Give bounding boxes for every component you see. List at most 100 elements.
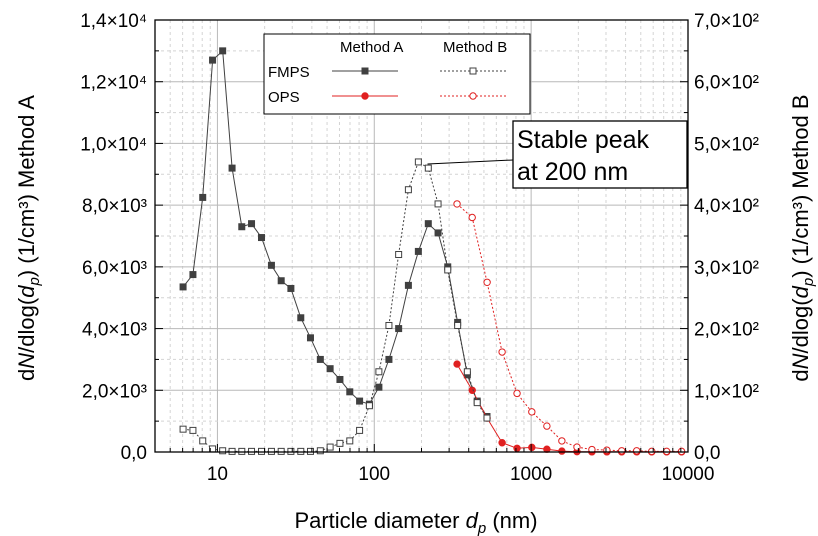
data-point-fmps-method-b (414, 158, 422, 166)
data-point-fmps-method-a (209, 56, 217, 64)
data-point-fmps-method-a (199, 193, 207, 201)
data-point-fmps-method-a (306, 334, 314, 342)
data-point-ops-method-b (453, 200, 461, 208)
legend-samples (332, 67, 506, 100)
data-point-fmps-method-b (473, 399, 481, 407)
data-point-fmps-method-b (454, 321, 462, 329)
legend-header-method-b: Method B (443, 39, 507, 56)
data-point-fmps-method-a (267, 261, 275, 269)
data-point-fmps-method-b (356, 426, 364, 434)
data-point-fmps-method-b (444, 266, 452, 274)
data-point-fmps-method-b (336, 439, 344, 447)
data-point-fmps-method-a (356, 397, 364, 405)
series-line-ops-method-a (456, 363, 682, 453)
data-point-ops-method-b (513, 389, 521, 398)
y-left-tick-label: 1,0×10⁴ (80, 134, 147, 155)
data-point-ops-method-b (573, 443, 581, 451)
data-point-fmps-method-a (336, 375, 344, 383)
series-line-fmps-method-b (183, 161, 488, 452)
y-right-tick-label: 5,0×10² (694, 134, 759, 155)
data-point-ops-method-a (468, 386, 476, 394)
y-right-tick-label: 0,0 (694, 443, 720, 464)
y-right-tick-label: 1,0×10² (694, 381, 759, 402)
data-point-ops-method-b (483, 278, 491, 286)
legend-header-method-a: Method A (340, 39, 403, 56)
y-axis-label-right: dN/dlog(dp) (1/cm³) Method B (788, 94, 817, 381)
x-tick-label: 100 (358, 464, 390, 485)
data-point-fmps-method-a (375, 383, 383, 391)
data-point-fmps-method-a (385, 355, 393, 363)
legend-box (263, 33, 531, 115)
x-tick-label: 1000 (510, 464, 552, 485)
data-point-fmps-method-a (434, 229, 442, 237)
legend: Method A Method B FMPS OPS (263, 33, 531, 115)
axis-ticks: 10 100 1000 100000,02,0×10³4,0×10³6,0×10³8,… (80, 11, 759, 485)
y-left-tick-label: 6,0×10³ (82, 258, 147, 279)
y-right-tick-label: 3,0×10² (694, 258, 759, 279)
data-point-ops-method-b (528, 408, 536, 416)
data-point-fmps-method-a (424, 220, 432, 228)
data-point-fmps-method-b (189, 426, 197, 434)
annotation-leader-line (427, 159, 514, 165)
y-left-tick-label: 8,0×10³ (82, 196, 147, 217)
data-point-fmps-method-a (326, 365, 334, 373)
data-point-fmps-method-a (346, 388, 354, 396)
data-point-fmps-method-b (424, 164, 432, 172)
data-point-fmps-method-a (219, 47, 227, 55)
annotation: Stable peak at 200 nm (427, 120, 688, 189)
annotation-line-2: at 200 nm (517, 158, 628, 186)
y-axis-label-left: dN/dlog(dp) (1/cm³) Method A (14, 95, 43, 381)
data-point-fmps-method-b (365, 402, 373, 410)
data-point-fmps-method-b (316, 447, 324, 455)
data-point-ops-method-a (498, 439, 506, 447)
data-point-ops-method-b (498, 348, 506, 356)
data-point-fmps-method-b (375, 368, 383, 376)
legend-marker-ops-method-b (469, 92, 477, 100)
y-left-tick-label: 2,0×10³ (82, 381, 147, 402)
y-left-tick-label: 0,0 (121, 443, 147, 464)
data-point-fmps-method-a (238, 223, 246, 231)
data-point-ops-method-a (528, 443, 536, 452)
legend-marker-fmps-method-a (361, 67, 369, 75)
data-point-ops-method-b (633, 447, 641, 455)
y-right-tick-label: 7,0×10² (694, 11, 759, 32)
annotation-box (512, 120, 688, 189)
legend-marker-fmps-method-b (469, 67, 477, 75)
data-point-fmps-method-a (287, 284, 295, 292)
data-point-ops-method-b (618, 447, 626, 455)
data-point-ops-method-b (543, 422, 551, 430)
data-point-fmps-method-a (277, 277, 285, 285)
y-right-tick-label: 2,0×10² (694, 320, 759, 341)
data-point-fmps-method-b (326, 443, 334, 451)
data-point-fmps-method-a (189, 271, 197, 279)
series-line-ops-method-b (456, 203, 682, 452)
x-tick-label: 10000 (662, 464, 715, 485)
data-point-ops-method-a (513, 444, 521, 452)
data-point-fmps-method-a (395, 325, 403, 333)
data-point-fmps-method-a (316, 355, 324, 363)
legend-label-fmps: FMPS (268, 64, 310, 81)
data-point-fmps-method-a (228, 164, 236, 172)
legend-marker-ops-method-a (361, 92, 369, 100)
data-point-ops-method-b (588, 445, 596, 454)
y-left-tick-label: 1,2×10⁴ (80, 73, 147, 94)
legend-label-ops: OPS (268, 89, 300, 106)
y-right-tick-label: 6,0×10² (694, 73, 759, 94)
x-tick-label: 10 (207, 464, 228, 485)
y-left-tick-label: 4,0×10³ (82, 320, 147, 341)
y-left-tick-label: 1,4×10⁴ (80, 11, 147, 32)
data-point-ops-method-b (468, 213, 476, 222)
data-point-fmps-method-b (179, 425, 187, 433)
data-point-fmps-method-a (414, 247, 422, 255)
data-point-fmps-method-a (297, 314, 305, 322)
data-point-fmps-method-b (483, 414, 491, 422)
data-point-fmps-method-a (248, 220, 256, 228)
data-point-fmps-method-b (434, 200, 442, 208)
data-point-fmps-method-b (395, 251, 403, 259)
data-point-fmps-method-a (179, 283, 187, 291)
data-point-ops-method-a (453, 360, 461, 368)
data-point-ops-method-b (558, 437, 566, 445)
x-axis-label: Particle diameter dp (nm) (294, 508, 537, 536)
data-point-ops-method-a (558, 447, 566, 455)
